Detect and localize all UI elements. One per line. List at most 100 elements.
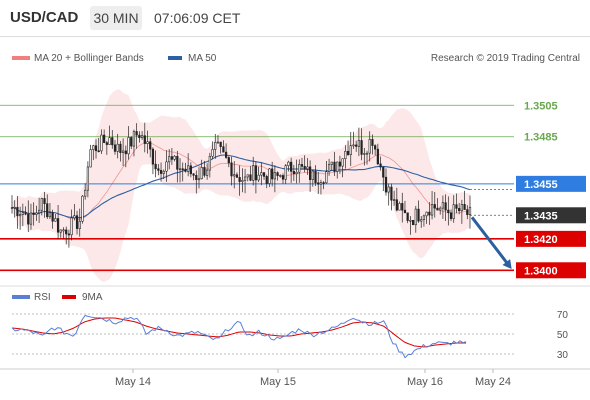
candle	[344, 145, 347, 169]
candle	[138, 131, 141, 143]
candle	[184, 162, 187, 173]
candle-body	[135, 131, 138, 136]
timeframe-badge[interactable]: 30 MIN	[90, 6, 142, 30]
candle-body	[279, 175, 282, 177]
last-price-tag-box	[516, 207, 586, 224]
candle	[265, 174, 268, 189]
projection-arrow-shaft	[470, 216, 510, 266]
candle-body	[70, 217, 73, 236]
candle-body	[357, 140, 360, 147]
candle	[19, 206, 22, 230]
candle-body	[265, 176, 268, 184]
candle-body	[403, 209, 407, 214]
candle-body	[143, 135, 146, 144]
candle-body	[235, 174, 239, 178]
candle	[233, 161, 236, 189]
candle-body	[463, 204, 466, 210]
candle-body	[262, 172, 266, 177]
candle-body	[178, 168, 182, 171]
candle-body	[273, 172, 276, 180]
candle	[322, 181, 325, 190]
candle	[70, 209, 73, 241]
candle-body	[417, 208, 420, 222]
candle	[439, 206, 442, 215]
candle-body	[16, 206, 19, 217]
candle	[216, 135, 220, 144]
candle	[219, 141, 222, 154]
price-tags: 1.3505 1.3485 1.3455 1.3435 1.3420 1.3400	[516, 100, 586, 279]
candle	[463, 190, 466, 210]
candle	[317, 171, 320, 195]
candle-body	[176, 155, 179, 170]
last-price-tag: 1.3435	[516, 207, 586, 224]
candle-body	[54, 218, 57, 222]
candle-body	[322, 182, 325, 184]
candle-body	[100, 134, 103, 152]
resistance-1-tag-text: 1.3485	[524, 132, 558, 144]
candle	[157, 164, 160, 176]
candle-body	[376, 148, 379, 165]
candle-body	[227, 157, 230, 164]
candle-body	[325, 171, 328, 184]
candle-body	[168, 156, 171, 163]
candle-body	[192, 173, 195, 176]
candle	[43, 191, 46, 218]
candle	[67, 229, 71, 248]
candle	[403, 200, 407, 214]
candle	[27, 200, 30, 233]
candle	[298, 159, 301, 183]
candle-body	[195, 175, 198, 180]
candle-body	[430, 204, 434, 216]
candle-body	[246, 174, 249, 178]
candle	[168, 149, 171, 170]
candle	[338, 155, 342, 174]
candle-body	[319, 182, 323, 185]
candle-body	[173, 155, 176, 160]
candle-body	[159, 170, 163, 174]
candle	[140, 131, 144, 140]
candle-body	[290, 161, 293, 172]
candle	[452, 195, 455, 223]
candle-body	[384, 176, 388, 193]
candle	[390, 183, 393, 211]
candle-body	[59, 229, 62, 233]
ma20-legend-swatch	[12, 56, 30, 60]
candle-body	[35, 212, 38, 215]
projection-arrow	[470, 216, 512, 270]
candle	[227, 156, 230, 168]
candle	[73, 203, 76, 221]
candle	[206, 163, 209, 180]
candle-body	[390, 186, 393, 201]
candle-body	[466, 209, 469, 215]
candle-body	[344, 150, 347, 160]
last-price-tag-text: 1.3435	[524, 210, 558, 222]
rsi-level-label-70: 70	[557, 310, 569, 321]
candle	[319, 179, 323, 195]
candle	[411, 220, 415, 226]
candle-body	[206, 169, 209, 176]
candle-body	[314, 170, 317, 184]
candle-body	[406, 212, 409, 221]
candle	[246, 174, 249, 182]
candle-body	[368, 139, 371, 154]
candle-body	[363, 153, 366, 155]
candle-body	[124, 150, 127, 155]
candle-body	[439, 207, 442, 211]
candle-body	[409, 220, 412, 222]
candle	[162, 169, 165, 180]
candle	[306, 158, 309, 175]
candle-body	[103, 134, 106, 143]
candle-body	[219, 141, 222, 147]
ma50-path	[11, 154, 471, 219]
candle-body	[303, 166, 306, 170]
candle-body	[422, 215, 426, 220]
candle-body	[165, 161, 168, 172]
time-label: May 16	[407, 376, 443, 388]
candle-body	[67, 233, 71, 236]
candle-body	[455, 204, 458, 209]
candle-body	[398, 203, 401, 211]
candle-body	[86, 166, 89, 191]
candle-body	[468, 206, 472, 215]
candle-body	[10, 207, 14, 209]
